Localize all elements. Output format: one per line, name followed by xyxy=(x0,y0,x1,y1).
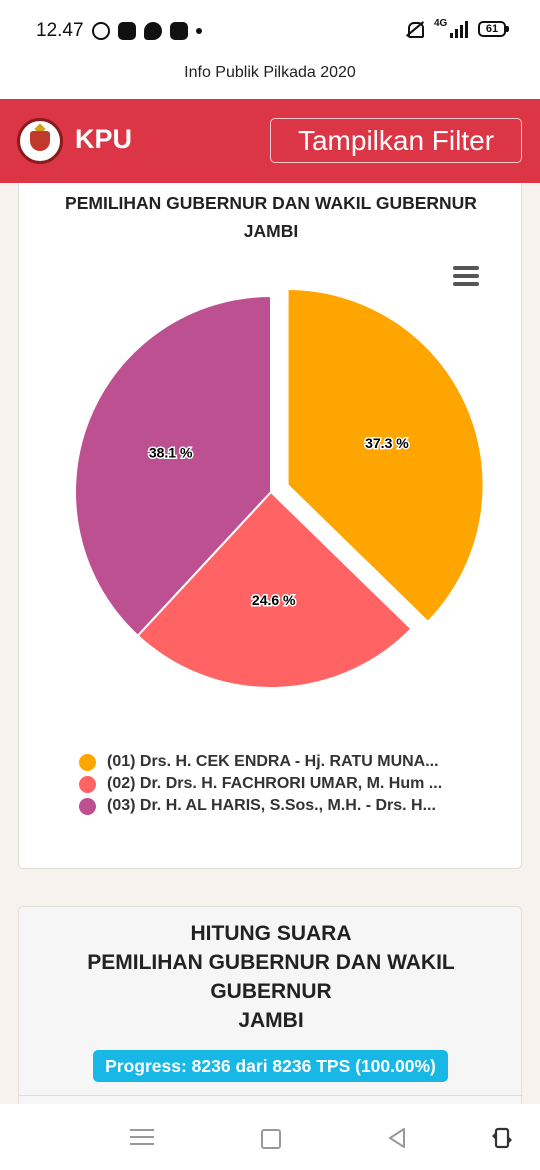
kpu-logo-icon[interactable] xyxy=(17,118,63,164)
chart-title: PEMILIHAN GUBERNUR DAN WAKIL GUBERNUR JA… xyxy=(19,189,523,245)
chart-title-line1: PEMILIHAN GUBERNUR DAN WAKIL GUBERNUR xyxy=(65,193,477,213)
slice-label: 24.6 % xyxy=(252,592,296,608)
status-time: 12.47 xyxy=(36,20,84,41)
count-title-line: PEMILIHAN GUBERNUR DAN WAKIL xyxy=(87,951,455,974)
back-icon[interactable] xyxy=(384,1124,412,1152)
legend-dot xyxy=(79,775,96,793)
legend-item[interactable]: (03) Dr. H. AL HARIS, S.Sos., M.H. - Drs… xyxy=(79,795,442,817)
pie-slice[interactable] xyxy=(74,294,272,638)
legend-item[interactable]: (02) Dr. Drs. H. FACHRORI UMAR, M. Hum .… xyxy=(79,773,442,795)
count-title-line: GUBERNUR xyxy=(210,980,332,1003)
notification-icons xyxy=(92,22,202,40)
system-icons: 4G 61 xyxy=(404,18,509,38)
recent-apps-icon[interactable] xyxy=(128,1124,156,1152)
legend-dot xyxy=(79,753,96,771)
mute-icon xyxy=(404,20,424,38)
signal-icon: 4G xyxy=(434,18,468,38)
messenger-icon xyxy=(144,22,162,40)
network-type: 4G xyxy=(434,18,448,29)
legend-label: (02) Dr. Drs. H. FACHRORI UMAR, M. Hum .… xyxy=(107,775,443,792)
whatsapp-icon xyxy=(92,22,110,40)
vote-count-card: HITUNG SUARA PEMILIHAN GUBERNUR DAN WAKI… xyxy=(18,906,523,1116)
divider xyxy=(19,1095,523,1096)
hamburger-icon[interactable] xyxy=(453,266,479,288)
legend-dot xyxy=(79,797,96,815)
count-title-line: JAMBI xyxy=(238,1009,304,1032)
rotate-icon[interactable] xyxy=(488,1124,516,1152)
brand-name[interactable]: KPU xyxy=(75,124,133,154)
legend-label: (03) Dr. H. AL HARIS, S.Sos., M.H. - Drs… xyxy=(107,797,436,814)
browser-title: Info Publik Pilkada 2020 xyxy=(0,60,540,100)
pie-chart: 37.3 % 24.6 % 38.1 % xyxy=(74,288,485,689)
legend-item[interactable]: (01) Drs. H. CEK ENDRA - Hj. RATU MUNA..… xyxy=(79,751,442,773)
app-icon xyxy=(170,22,188,40)
slice-label: 38.1 % xyxy=(149,445,193,461)
count-title: HITUNG SUARA PEMILIHAN GUBERNUR DAN WAKI… xyxy=(19,919,523,1035)
slice-label: 37.3 % xyxy=(365,435,409,451)
pie-slice[interactable] xyxy=(136,490,413,689)
status-bar: 12.47 4G 61 xyxy=(0,0,540,60)
pie-slice[interactable] xyxy=(286,288,485,624)
chart-legend: (01) Drs. H. CEK ENDRA - Hj. RATU MUNA..… xyxy=(79,751,442,817)
home-icon[interactable] xyxy=(256,1124,284,1152)
app-icon xyxy=(118,22,136,40)
progress-badge: Progress: 8236 dari 8236 TPS (100.00%) xyxy=(93,1050,448,1082)
pie-chart-card: PEMILIHAN GUBERNUR DAN WAKIL GUBERNUR JA… xyxy=(18,183,522,869)
chart-title-line2: JAMBI xyxy=(243,221,299,241)
count-title-line: HITUNG SUARA xyxy=(190,922,352,945)
navigation-bar xyxy=(0,1104,540,1170)
battery-icon: 61 xyxy=(478,21,509,37)
legend-label: (01) Drs. H. CEK ENDRA - Hj. RATU MUNA..… xyxy=(107,753,439,770)
show-filter-button[interactable]: Tampilkan Filter xyxy=(270,118,522,163)
dot-icon xyxy=(196,28,202,34)
